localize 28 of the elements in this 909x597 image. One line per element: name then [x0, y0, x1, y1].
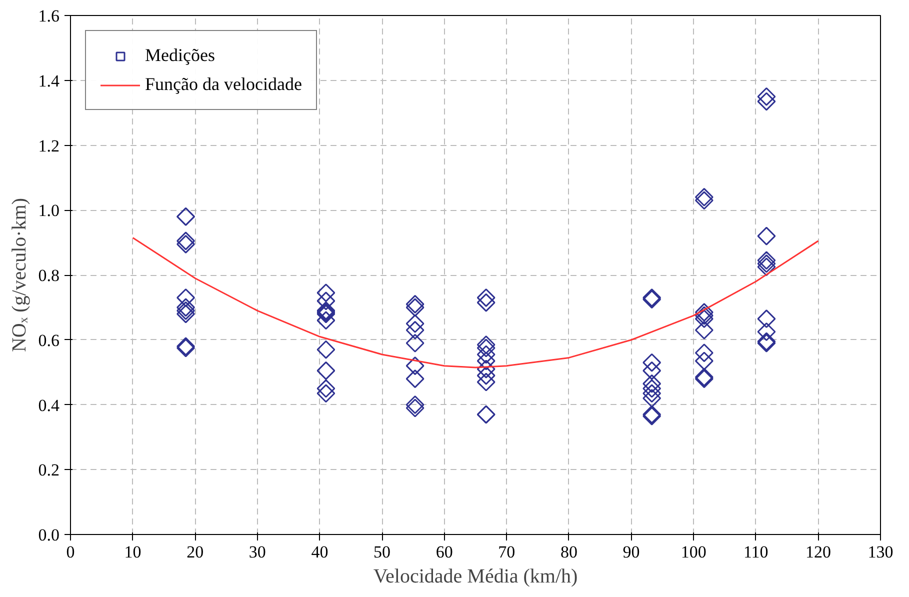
x-tick-label: 30 — [248, 542, 266, 562]
x-axis-title: Velocidade Média (km/h) — [373, 566, 578, 588]
x-tick-label: 70 — [498, 542, 516, 562]
y-tick-label: 0.2 — [38, 460, 60, 480]
y-axis-title: NOₓ (g/veculo·km) — [8, 198, 30, 352]
x-tick-label: 60 — [436, 542, 453, 562]
y-tick-label: 1.2 — [38, 136, 60, 156]
legend-label: Medições — [145, 45, 215, 66]
y-tick-label: 1.6 — [38, 6, 60, 26]
y-tick-label: 0.0 — [38, 526, 60, 544]
x-tick-label: 100 — [680, 542, 706, 562]
line-series — [132, 236, 819, 368]
x-tick-label: 50 — [374, 542, 391, 562]
legend-label: Função da velocidade — [145, 74, 302, 95]
x-tick-label: 80 — [560, 542, 578, 562]
x-tick-label: 110 — [743, 542, 768, 562]
y-tick-label: 1.4 — [38, 71, 60, 90]
x-tick-label: 20 — [186, 542, 204, 562]
x-tick-label: 90 — [622, 542, 640, 562]
y-tick-label: 0.8 — [38, 266, 60, 285]
x-tick-label: 40 — [311, 542, 328, 562]
y-tick-label: 0.6 — [38, 330, 60, 350]
x-tick-label: 0 — [66, 542, 75, 562]
y-tick-label: 1.0 — [38, 201, 60, 220]
x-tick-label: 120 — [805, 542, 831, 562]
x-tick-label: 10 — [124, 542, 142, 562]
y-tick-label: 0.4 — [38, 396, 60, 415]
x-tick-label: 130 — [868, 542, 894, 562]
